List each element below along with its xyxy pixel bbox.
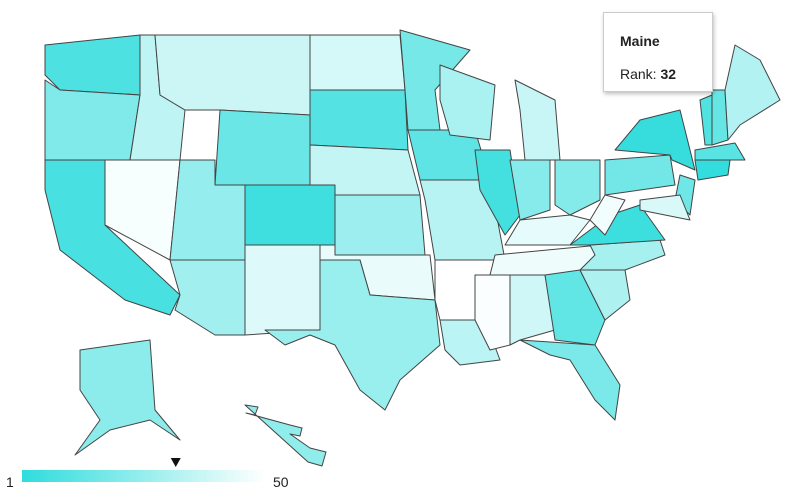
state <box>244 244 321 336</box>
tooltip-value: 32 <box>660 66 677 82</box>
tooltip-row: Rank: 32 <box>620 66 712 82</box>
state <box>334 194 426 256</box>
state <box>519 339 621 421</box>
legend-max: 50 <box>273 474 289 490</box>
state <box>474 149 521 236</box>
legend-gradient <box>22 470 265 482</box>
state <box>44 34 141 96</box>
state <box>264 259 441 411</box>
state <box>604 154 676 196</box>
state <box>694 142 746 161</box>
state <box>439 64 496 141</box>
state <box>554 159 601 216</box>
state <box>244 404 327 467</box>
state <box>694 159 731 181</box>
state <box>309 34 406 91</box>
state <box>509 274 556 346</box>
state <box>614 109 696 171</box>
tooltip-title: Maine <box>620 33 660 49</box>
state <box>699 94 713 146</box>
state <box>724 44 781 141</box>
state <box>244 184 336 246</box>
state <box>544 269 606 346</box>
legend-min: 1 <box>6 474 14 490</box>
tooltip-label: Rank: <box>620 66 657 82</box>
state <box>504 214 591 246</box>
state <box>589 194 626 236</box>
state <box>514 79 561 161</box>
state <box>639 194 691 221</box>
state <box>509 159 551 221</box>
state <box>74 339 181 456</box>
legend-marker <box>170 458 181 467</box>
state <box>309 89 409 151</box>
tooltip: Maine Rank: 32 <box>603 12 713 92</box>
state <box>154 34 311 116</box>
state <box>214 109 311 186</box>
state <box>169 259 246 336</box>
state <box>474 274 511 351</box>
